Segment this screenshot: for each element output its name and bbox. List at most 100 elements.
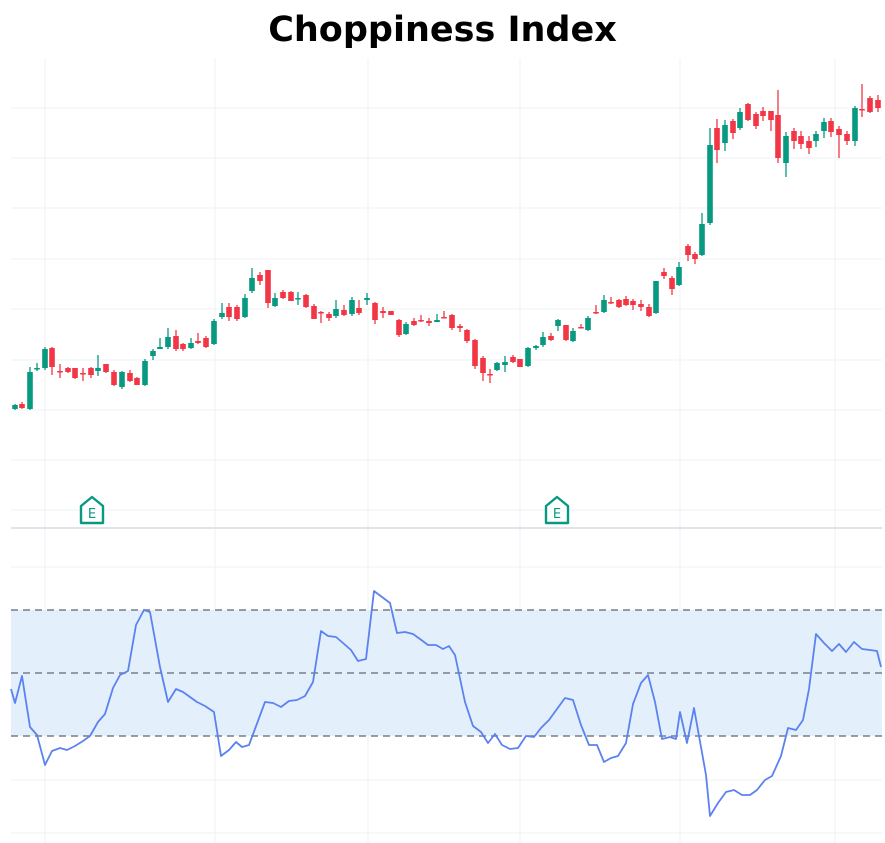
earnings-marker-icon[interactable]: E bbox=[544, 495, 570, 525]
candle-up bbox=[494, 362, 500, 371]
candle-up bbox=[249, 268, 255, 293]
candle-down bbox=[88, 367, 94, 378]
candle-down bbox=[630, 299, 636, 310]
candle-up bbox=[555, 319, 561, 331]
candle-down bbox=[661, 268, 667, 279]
candle-down bbox=[49, 347, 55, 375]
candle-down bbox=[426, 318, 432, 326]
candle-down bbox=[280, 290, 286, 299]
candle-up bbox=[601, 295, 607, 313]
candle-down bbox=[173, 330, 179, 351]
candle-down bbox=[608, 297, 614, 304]
candle-up bbox=[119, 371, 125, 389]
candle-down bbox=[311, 304, 317, 319]
candle-down bbox=[257, 272, 263, 285]
price-candles bbox=[12, 84, 881, 410]
candle-up bbox=[211, 319, 217, 345]
candle-down bbox=[111, 370, 117, 386]
candle-up bbox=[157, 338, 163, 349]
candle-down bbox=[226, 303, 232, 321]
candle-down bbox=[844, 131, 850, 145]
candle-down bbox=[57, 364, 63, 378]
candle-down bbox=[669, 276, 675, 295]
candle-up bbox=[540, 332, 546, 347]
candle-down bbox=[396, 319, 402, 337]
candle-up bbox=[165, 328, 171, 349]
candle-up bbox=[333, 300, 339, 318]
candle-down bbox=[775, 90, 781, 163]
candle-up bbox=[653, 281, 659, 314]
candle-up bbox=[737, 108, 743, 130]
candle-up bbox=[349, 297, 355, 316]
candle-down bbox=[19, 402, 25, 409]
candle-down bbox=[318, 311, 324, 323]
candle-down bbox=[806, 136, 812, 154]
candle-down bbox=[480, 356, 486, 381]
candle-up bbox=[525, 347, 531, 367]
earnings-marker-label: E bbox=[553, 507, 561, 522]
earnings-marker-icon[interactable]: E bbox=[79, 495, 105, 525]
candle-up bbox=[533, 345, 539, 350]
candle-up bbox=[27, 367, 33, 410]
candle-down bbox=[203, 336, 209, 348]
candle-up bbox=[272, 293, 278, 307]
candle-up bbox=[699, 213, 705, 256]
candle-up bbox=[188, 338, 194, 349]
candle-up bbox=[852, 106, 858, 146]
candle-down bbox=[616, 299, 622, 308]
candle-down bbox=[464, 329, 470, 343]
candle-down bbox=[730, 119, 736, 139]
candle-down bbox=[836, 126, 842, 158]
candle-down bbox=[449, 314, 455, 330]
candle-down bbox=[288, 291, 294, 301]
candle-down bbox=[623, 296, 629, 306]
candle-down bbox=[326, 312, 332, 321]
candle-up bbox=[150, 349, 156, 360]
candle-down bbox=[487, 369, 493, 383]
choppiness-line bbox=[10, 590, 882, 817]
candle-down bbox=[593, 305, 599, 314]
candle-up bbox=[783, 132, 789, 177]
candle-down bbox=[510, 355, 516, 363]
candle-up bbox=[676, 262, 682, 286]
candle-up bbox=[502, 356, 508, 372]
candle-down bbox=[265, 270, 271, 308]
candle-down bbox=[134, 377, 140, 385]
candle-up bbox=[42, 347, 48, 370]
candle-down bbox=[692, 252, 698, 264]
candle-down bbox=[411, 318, 417, 326]
candle-down bbox=[303, 294, 309, 308]
candle-up bbox=[242, 294, 248, 318]
candle-down bbox=[875, 95, 881, 112]
candle-down bbox=[768, 111, 774, 131]
candle-down bbox=[685, 244, 691, 261]
earnings-marker-label: E bbox=[88, 507, 96, 522]
candle-up bbox=[403, 322, 409, 335]
candle-down bbox=[388, 311, 394, 315]
candle-down bbox=[457, 324, 463, 332]
candle-down bbox=[441, 311, 447, 319]
candle-up bbox=[295, 292, 301, 305]
candle-down bbox=[548, 333, 554, 341]
candle-down bbox=[341, 305, 347, 316]
candle-down bbox=[65, 367, 71, 373]
candle-down bbox=[195, 333, 201, 344]
candle-up bbox=[813, 131, 819, 147]
candle-up bbox=[722, 120, 728, 151]
candle-up bbox=[12, 404, 18, 410]
candle-down bbox=[867, 96, 873, 113]
candle-down bbox=[798, 131, 804, 149]
candle-down bbox=[745, 103, 751, 121]
candle-down bbox=[72, 368, 78, 379]
candle-up bbox=[219, 303, 225, 319]
candle-down bbox=[127, 370, 133, 382]
candle-down bbox=[418, 315, 424, 322]
candle-up bbox=[34, 363, 40, 371]
candle-up bbox=[585, 316, 591, 331]
candle-down bbox=[714, 119, 720, 163]
choppiness-index-line bbox=[10, 590, 882, 817]
candle-down bbox=[234, 305, 240, 321]
candle-down bbox=[646, 304, 652, 317]
